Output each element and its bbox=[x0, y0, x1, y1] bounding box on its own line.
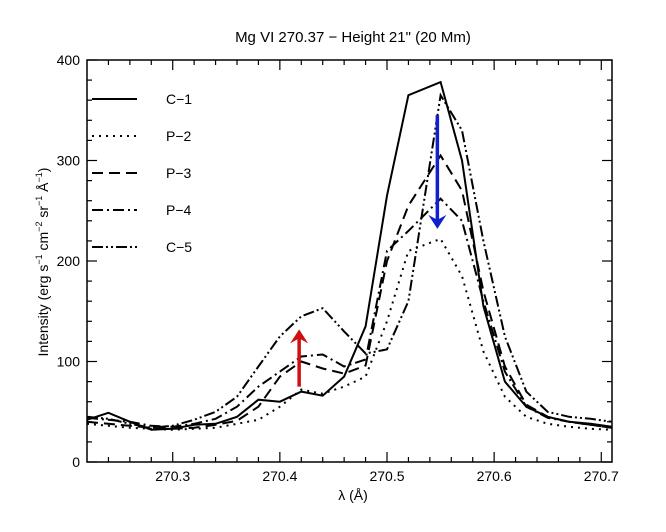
annotations bbox=[290, 115, 447, 387]
legend-label-1: C−1 bbox=[166, 91, 192, 107]
plot-area bbox=[87, 80, 612, 431]
y-tick-label: 400 bbox=[57, 52, 81, 68]
x-tick-label: 270.7 bbox=[584, 468, 619, 484]
series-line-4 bbox=[87, 197, 612, 429]
series-line-2 bbox=[87, 237, 612, 431]
x-tick-label: 270.3 bbox=[155, 468, 190, 484]
y-tick-label: 200 bbox=[57, 253, 81, 269]
y-tick-label: 100 bbox=[57, 354, 81, 370]
legend-label-4: P−4 bbox=[166, 202, 192, 218]
x-tick-label: 270.6 bbox=[477, 468, 512, 484]
legend-label-5: C−5 bbox=[166, 239, 192, 255]
arrow-head-1 bbox=[290, 329, 309, 344]
chart-title: Mg VI 270.37 − Height 21" (20 Mm) bbox=[235, 29, 471, 46]
arrow-head-2 bbox=[428, 214, 447, 229]
legend: C−1 P−2 P−3 P−4 C−5 bbox=[92, 91, 192, 255]
series-line-5 bbox=[87, 92, 612, 429]
plot-frame bbox=[86, 59, 613, 463]
series-line-3 bbox=[87, 153, 612, 430]
x-tick-label: 270.4 bbox=[262, 468, 297, 484]
x-axis-label: λ (Å) bbox=[338, 487, 368, 503]
axes: 270.3 270.4 270.5 270.6 270.7 0 100 200 300 400 bbox=[57, 52, 619, 484]
y-tick-label: 300 bbox=[57, 153, 81, 169]
legend-label-3: P−3 bbox=[166, 165, 192, 181]
y-tick-label: 0 bbox=[72, 454, 80, 470]
x-tick-label: 270.5 bbox=[369, 468, 404, 484]
y-axis-label: Intensity (erg s−1 cm−2 sr−1 Å−1) bbox=[34, 168, 51, 357]
legend-label-2: P−2 bbox=[166, 128, 192, 144]
